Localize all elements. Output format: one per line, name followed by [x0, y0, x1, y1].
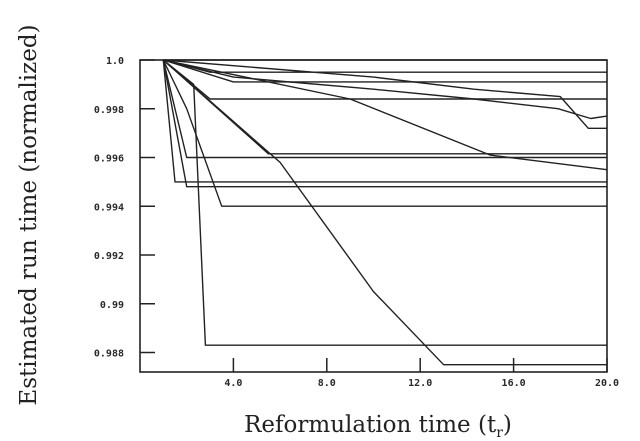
y-axis-ticks: 1.0 0.998 0.996 0.994 0.992 0.99 0.988 [94, 56, 155, 360]
y-axis-title: Estimated run time (normalized) [16, 24, 42, 405]
x-tick-label: 12.0 [408, 378, 432, 389]
series-line [162, 59, 607, 346]
x-tick-label: 8.0 [318, 378, 336, 389]
y-tick-label: 0.992 [94, 251, 124, 262]
x-tick-label: 20.0 [595, 378, 619, 389]
series-line [163, 59, 608, 171]
y-tick-label: 1.0 [106, 56, 124, 67]
series-line [162, 59, 607, 207]
y-tick-label: 0.988 [94, 349, 124, 360]
x-axis-title-main: Reformulation time (t [244, 412, 497, 438]
y-tick-label: 0.998 [94, 105, 124, 116]
y-tick-label: 0.99 [100, 300, 124, 311]
series-line [162, 59, 607, 183]
series-line [162, 59, 607, 188]
series-line [163, 59, 608, 120]
x-tick-label: 4.0 [224, 378, 242, 389]
x-axis-title: Reformulation time (tr) [244, 412, 512, 441]
series-line [162, 59, 607, 366]
series-line [162, 59, 607, 159]
series-line [163, 59, 607, 130]
x-axis-title-subscript: r [496, 425, 503, 441]
series-line [163, 59, 607, 83]
y-tick-label: 0.994 [94, 202, 124, 213]
x-axis-title-close: ) [503, 412, 512, 438]
series-lines [162, 59, 608, 366]
x-tick-label: 16.0 [502, 378, 526, 389]
x-axis-ticks: 4.0 8.0 12.0 16.0 20.0 [224, 358, 619, 389]
y-tick-label: 0.996 [94, 154, 124, 165]
plot-frame [139, 59, 608, 373]
